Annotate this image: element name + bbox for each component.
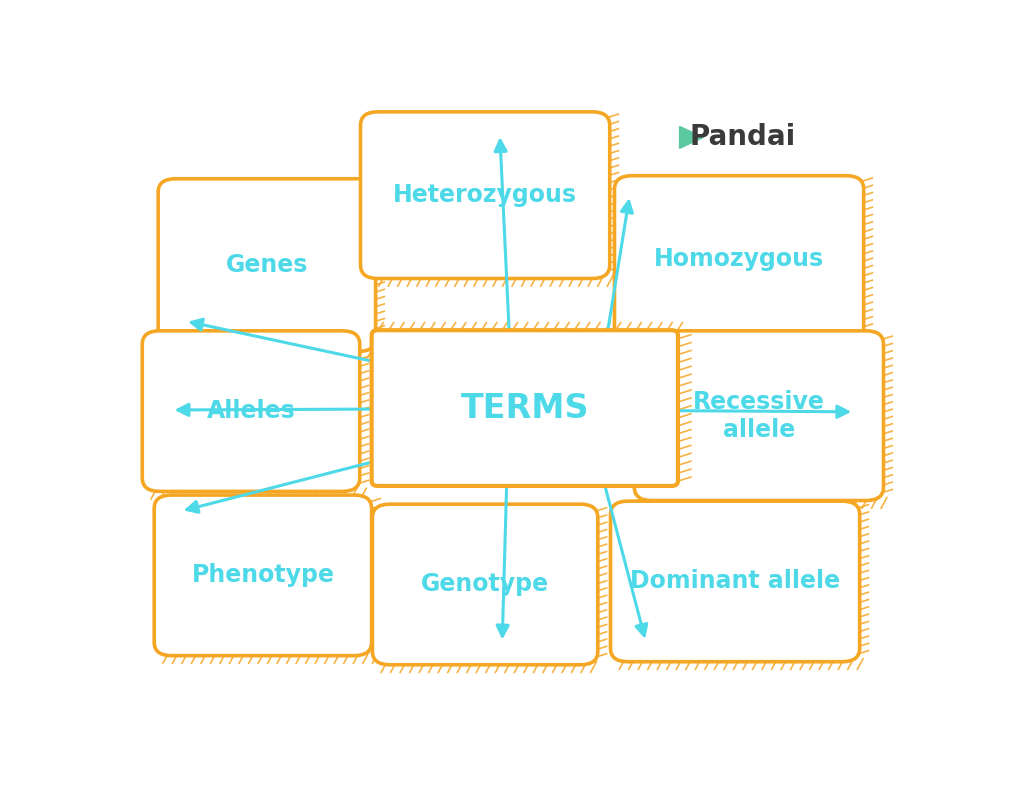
FancyBboxPatch shape <box>360 112 609 279</box>
FancyBboxPatch shape <box>372 330 678 486</box>
Text: Genes: Genes <box>225 253 308 277</box>
Text: Heterozygous: Heterozygous <box>393 183 578 207</box>
Text: TERMS: TERMS <box>461 392 589 424</box>
FancyBboxPatch shape <box>634 331 884 501</box>
FancyBboxPatch shape <box>610 501 860 662</box>
Text: Recessive
allele: Recessive allele <box>693 389 825 442</box>
FancyBboxPatch shape <box>158 179 376 352</box>
Text: Phenotype: Phenotype <box>191 563 335 587</box>
Text: Genotype: Genotype <box>421 573 549 596</box>
Polygon shape <box>680 126 703 149</box>
Text: Pandai: Pandai <box>690 123 797 152</box>
FancyBboxPatch shape <box>155 495 372 656</box>
Text: Dominant allele: Dominant allele <box>630 570 840 593</box>
Text: Alleles: Alleles <box>207 399 295 423</box>
FancyBboxPatch shape <box>373 504 598 664</box>
Text: Homozygous: Homozygous <box>654 247 824 271</box>
FancyBboxPatch shape <box>142 331 359 491</box>
FancyBboxPatch shape <box>614 175 863 342</box>
